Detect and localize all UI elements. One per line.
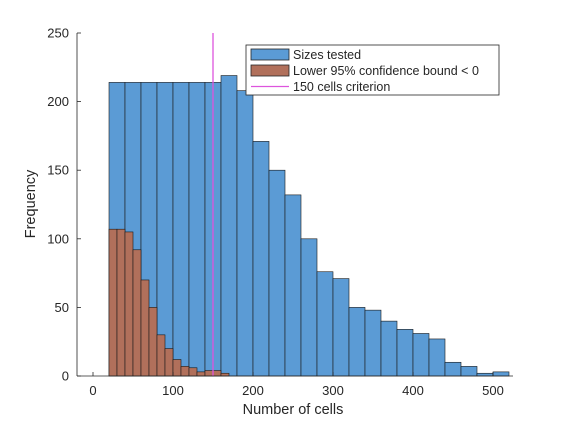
sizes-tested-bar-6	[188, 82, 206, 377]
confidence-bound-bar-4	[140, 279, 150, 377]
x-tick-label: 100	[162, 383, 184, 398]
x-tick-label: 400	[402, 383, 424, 398]
confidence-bound-bar-6	[156, 334, 166, 377]
sizes-tested-bar-16	[348, 307, 366, 377]
confidence-bound-bar-0	[108, 228, 118, 377]
sizes-tested-bar-10	[252, 141, 270, 377]
sizes-tested-bar-12	[284, 194, 302, 377]
legend-swatch-sizes-tested	[250, 48, 290, 61]
sizes-tested-bar-5	[172, 82, 190, 377]
y-tick-label: 150	[47, 163, 69, 178]
sizes-tested-bar-21	[428, 338, 446, 377]
y-tick-label: 250	[47, 26, 69, 41]
x-tick-label: 200	[242, 383, 264, 398]
y-axis-label: Frequency	[23, 169, 39, 238]
sizes-tested-bar-13	[300, 238, 318, 377]
sizes-tested-bar-17	[364, 309, 382, 377]
legend-label-confidence-bound: Lower 95% confidence bound < 0	[293, 64, 479, 78]
sizes-tested-bar-24	[476, 372, 494, 377]
legend: Sizes tested Lower 95% confidence bound …	[245, 44, 500, 96]
confidence-bound-bar-14	[220, 372, 230, 377]
sizes-tested-bar-23	[460, 366, 478, 377]
sizes-tested-bar-18	[380, 320, 398, 377]
x-tick-label: 0	[89, 383, 96, 398]
sizes-tested-bar-20	[412, 333, 430, 377]
confidence-bound-bar-10	[188, 367, 198, 377]
sizes-tested-bar-25	[492, 371, 510, 377]
y-tick-label: 100	[47, 231, 69, 246]
confidence-bound-bar-12	[204, 370, 214, 377]
legend-label-sizes-tested: Sizes tested	[293, 48, 361, 62]
confidence-bound-bar-7	[164, 348, 174, 377]
confidence-bound-bars	[108, 228, 230, 377]
x-tick-label: 300	[322, 383, 344, 398]
confidence-bound-bar-8	[172, 359, 182, 377]
sizes-tested-bar-8	[220, 75, 238, 377]
sizes-tested-bar-11	[268, 169, 286, 377]
confidence-bound-bar-2	[124, 231, 134, 377]
y-tick-label: 200	[47, 94, 69, 109]
x-axis-label: Number of cells	[243, 402, 344, 418]
sizes-tested-bar-4	[156, 82, 174, 377]
confidence-bound-bar-11	[196, 371, 206, 377]
sizes-tested-bar-22	[444, 361, 462, 377]
y-ticks: 0 50 100 150 200 250	[47, 26, 81, 384]
confidence-bound-bar-13	[212, 370, 222, 377]
legend-label-criterion: 150 cells criterion	[293, 80, 390, 94]
confidence-bound-bar-1	[116, 228, 126, 377]
x-ticks: 0 100 200 300 400 500	[89, 372, 504, 398]
axes	[76, 33, 513, 377]
sizes-tested-bar-14	[316, 271, 334, 377]
confidence-bound-bar-9	[180, 366, 190, 377]
confidence-bound-bar-5	[148, 307, 158, 377]
y-tick-label: 0	[62, 369, 69, 384]
x-tick-label: 500	[482, 383, 504, 398]
sizes-tested-bar-9	[236, 90, 254, 377]
y-tick-label: 50	[55, 300, 69, 315]
confidence-bound-bar-3	[132, 249, 142, 377]
legend-swatch-confidence-bound	[250, 64, 290, 77]
sizes-tested-bar-15	[332, 278, 350, 377]
sizes-tested-bar-19	[396, 329, 414, 377]
